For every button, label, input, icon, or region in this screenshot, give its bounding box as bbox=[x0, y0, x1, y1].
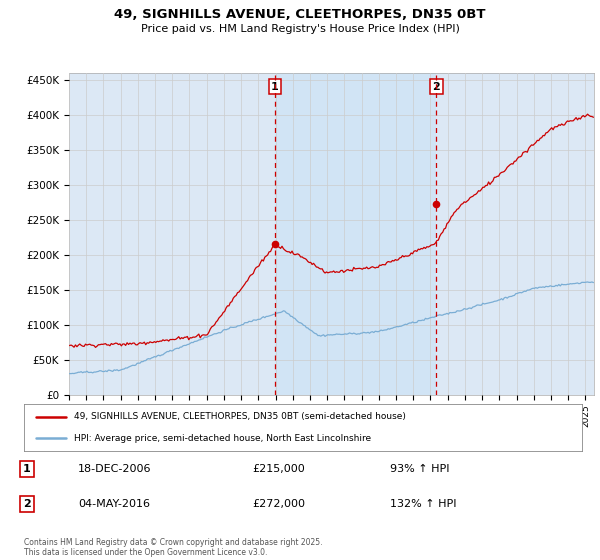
Text: 18-DEC-2006: 18-DEC-2006 bbox=[78, 464, 151, 474]
Text: 49, SIGNHILLS AVENUE, CLEETHORPES, DN35 0BT: 49, SIGNHILLS AVENUE, CLEETHORPES, DN35 … bbox=[114, 8, 486, 21]
Text: 93% ↑ HPI: 93% ↑ HPI bbox=[390, 464, 449, 474]
Text: 132% ↑ HPI: 132% ↑ HPI bbox=[390, 500, 457, 509]
Text: 2: 2 bbox=[433, 82, 440, 92]
Text: 49, SIGNHILLS AVENUE, CLEETHORPES, DN35 0BT (semi-detached house): 49, SIGNHILLS AVENUE, CLEETHORPES, DN35 … bbox=[74, 412, 406, 421]
Text: HPI: Average price, semi-detached house, North East Lincolnshire: HPI: Average price, semi-detached house,… bbox=[74, 434, 371, 443]
Text: 1: 1 bbox=[23, 464, 31, 474]
Text: £215,000: £215,000 bbox=[252, 464, 305, 474]
Text: Contains HM Land Registry data © Crown copyright and database right 2025.
This d: Contains HM Land Registry data © Crown c… bbox=[24, 538, 323, 557]
Text: 04-MAY-2016: 04-MAY-2016 bbox=[78, 500, 150, 509]
Text: £272,000: £272,000 bbox=[252, 500, 305, 509]
Text: Price paid vs. HM Land Registry's House Price Index (HPI): Price paid vs. HM Land Registry's House … bbox=[140, 24, 460, 34]
Text: 1: 1 bbox=[271, 82, 279, 92]
Text: 2: 2 bbox=[23, 500, 31, 509]
Bar bbox=[275, 73, 436, 395]
